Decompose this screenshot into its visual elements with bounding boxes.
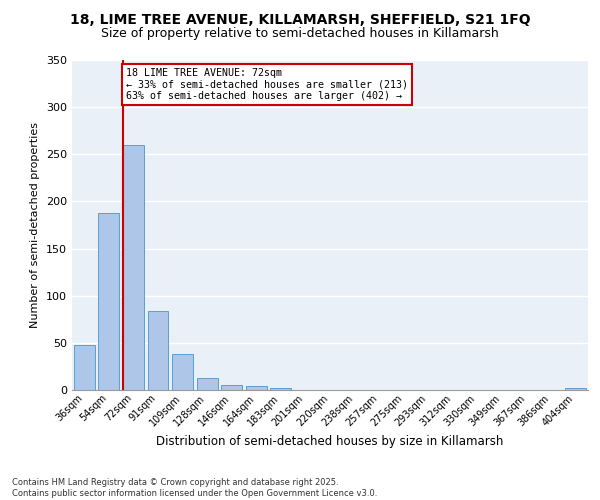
Bar: [197, 378, 218, 390]
Bar: [98, 212, 119, 390]
Bar: [565, 388, 586, 390]
Text: Contains HM Land Registry data © Crown copyright and database right 2025.
Contai: Contains HM Land Registry data © Crown c…: [12, 478, 377, 498]
Text: Size of property relative to semi-detached houses in Killamarsh: Size of property relative to semi-detach…: [101, 28, 499, 40]
Text: 18 LIME TREE AVENUE: 72sqm
← 33% of semi-detached houses are smaller (213)
63% o: 18 LIME TREE AVENUE: 72sqm ← 33% of semi…: [126, 68, 408, 100]
Bar: [271, 388, 292, 390]
Y-axis label: Number of semi-detached properties: Number of semi-detached properties: [31, 122, 40, 328]
Bar: [172, 354, 193, 390]
Text: 18, LIME TREE AVENUE, KILLAMARSH, SHEFFIELD, S21 1FQ: 18, LIME TREE AVENUE, KILLAMARSH, SHEFFI…: [70, 12, 530, 26]
Bar: [74, 344, 95, 390]
Bar: [123, 145, 144, 390]
Bar: [148, 311, 169, 390]
Bar: [221, 386, 242, 390]
X-axis label: Distribution of semi-detached houses by size in Killamarsh: Distribution of semi-detached houses by …: [157, 434, 503, 448]
Bar: [246, 386, 267, 390]
